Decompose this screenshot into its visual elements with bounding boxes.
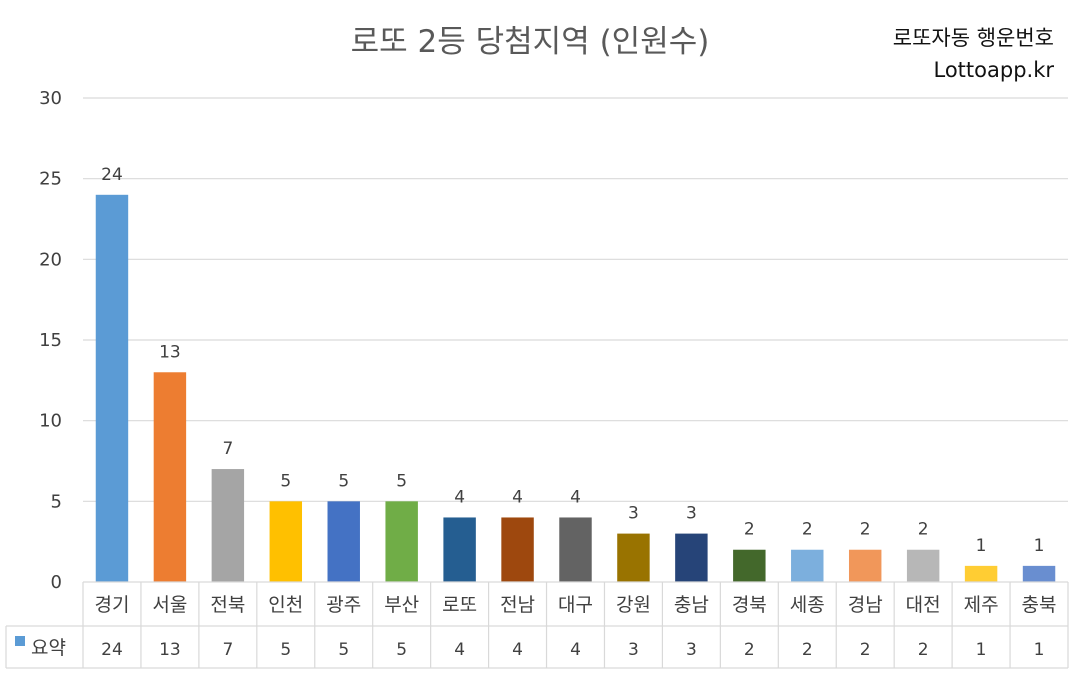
y-axis: 0 5 10 15 20 25 30 [39, 88, 62, 593]
bar [964, 565, 998, 582]
category-label: 서울 [152, 594, 187, 616]
bar [443, 517, 476, 582]
bar [791, 549, 824, 582]
table-value: 2 [802, 640, 813, 660]
category-label: 경남 [848, 594, 883, 616]
category-label: 경기 [94, 594, 129, 616]
category-label: 강원 [616, 594, 651, 616]
bar [269, 501, 303, 582]
y-tick-label: 30 [39, 88, 62, 109]
table-value: 13 [159, 640, 181, 660]
data-label: 5 [396, 471, 407, 491]
data-label: 1 [976, 536, 987, 556]
table-value: 1 [1034, 640, 1045, 660]
data-label: 7 [222, 439, 233, 459]
data-labels: 24 13 7 5 5 5 4 4 4 3 3 2 2 2 2 1 1 [101, 165, 1044, 556]
bar [559, 517, 592, 582]
bar [906, 549, 940, 582]
category-label: 충북 [1022, 594, 1057, 616]
chart-title: 로또 2등 당첨지역 (인원수) [351, 24, 710, 60]
table-value: 3 [628, 640, 639, 660]
data-label: 3 [686, 504, 697, 524]
y-tick-label: 0 [51, 572, 62, 593]
table-value: 3 [686, 640, 697, 660]
category-label: 광주 [326, 594, 361, 616]
data-label: 5 [280, 471, 291, 491]
bar [385, 501, 418, 582]
bar [617, 533, 650, 582]
category-label: 인천 [268, 594, 303, 616]
data-label: 24 [101, 165, 123, 185]
data-label: 13 [159, 342, 181, 362]
category-label: 대전 [906, 594, 941, 616]
brand-line-1: 로또자동 행운번호 [893, 26, 1054, 50]
brand-line-2: Lottoapp.kr [934, 58, 1055, 82]
data-label: 2 [744, 520, 755, 540]
y-tick-label: 20 [39, 249, 62, 270]
data-label: 1 [1034, 536, 1045, 556]
category-label: 부산 [384, 594, 419, 616]
table-value: 2 [918, 640, 929, 660]
table-value: 4 [454, 640, 465, 660]
data-label: 2 [802, 520, 813, 540]
gridlines [83, 97, 1068, 502]
data-label: 2 [860, 520, 871, 540]
table-value: 2 [860, 640, 871, 660]
category-label: 세종 [790, 594, 825, 616]
bar [848, 549, 882, 582]
bar [327, 501, 360, 582]
bar [95, 194, 129, 583]
bar [501, 517, 534, 582]
bar [733, 549, 766, 582]
table-value: 4 [570, 640, 581, 660]
table-value: 2 [744, 640, 755, 660]
table-value: 5 [280, 640, 291, 660]
category-label: 로또 [442, 594, 477, 616]
category-label: 전북 [210, 594, 245, 616]
data-label: 2 [918, 520, 929, 540]
category-label: 대구 [558, 594, 593, 616]
category-label: 전남 [500, 594, 535, 616]
bar [675, 533, 708, 582]
y-tick-label: 5 [51, 491, 62, 512]
bar [211, 469, 245, 582]
bars [95, 194, 1056, 583]
y-tick-label: 10 [39, 411, 62, 432]
table-value: 1 [976, 640, 987, 660]
data-label: 4 [512, 487, 523, 507]
y-tick-label: 15 [39, 330, 62, 351]
category-label: 경북 [732, 594, 767, 616]
y-tick-label: 25 [39, 169, 62, 190]
data-label: 4 [570, 487, 581, 507]
table-value: 5 [338, 640, 349, 660]
bar [1022, 565, 1056, 582]
table-value: 4 [512, 640, 523, 660]
table-value: 7 [222, 640, 233, 660]
category-label: 충남 [674, 594, 709, 616]
category-label: 제주 [964, 594, 999, 616]
data-table: 경기 24 서울 13 전북 7 인천 5 광주 5 부산 5 로또 4 전남 4 대구 4 강원 3 충남 3 경북 2 세종… [5, 581, 1069, 669]
legend-label: 요약 [31, 637, 66, 659]
legend-key [15, 636, 25, 646]
table-value: 24 [101, 640, 123, 660]
data-label: 4 [454, 487, 465, 507]
data-label: 5 [338, 471, 349, 491]
table-value: 5 [396, 640, 407, 660]
bar [153, 372, 187, 582]
data-label: 3 [628, 504, 639, 524]
